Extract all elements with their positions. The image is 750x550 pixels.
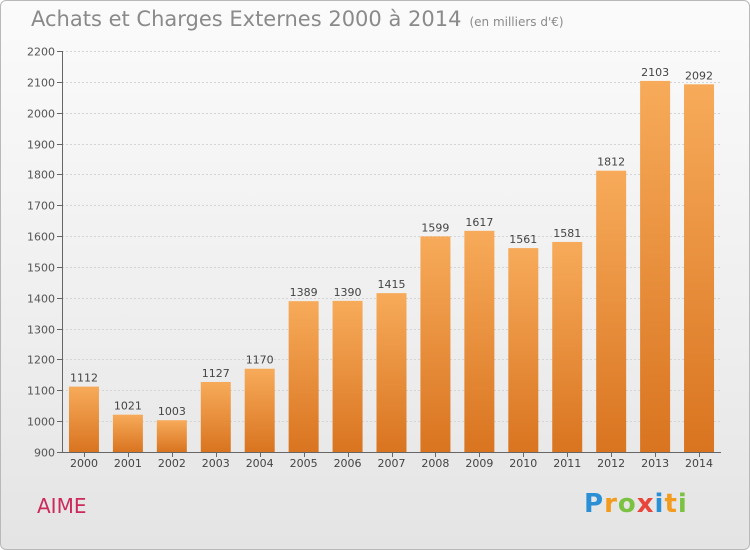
y-tick-label: 2100 (27, 77, 55, 90)
y-tick-label: 1400 (27, 293, 55, 306)
x-tick-label: 2007 (378, 457, 406, 470)
y-tick-label: 1100 (27, 385, 55, 398)
logo-letter: i (677, 489, 688, 519)
value-label: 1581 (553, 227, 581, 240)
y-tick-label: 1300 (27, 324, 55, 337)
bar-2012 (596, 170, 627, 452)
y-tick-label: 1500 (27, 262, 55, 275)
value-label: 1599 (421, 221, 449, 234)
value-label: 2092 (685, 69, 713, 82)
x-tick-label: 2002 (158, 457, 186, 470)
bar-2005 (288, 301, 319, 452)
bar-2002 (156, 420, 187, 452)
y-tick-label: 900 (34, 447, 55, 460)
chart-unit: (en milliers d'€) (469, 15, 564, 29)
bar-2007 (376, 293, 407, 452)
logo-letter: x (636, 489, 655, 519)
x-tick-label: 2003 (202, 457, 230, 470)
value-label: 1021 (114, 400, 142, 413)
bar-2004 (244, 368, 275, 452)
value-label: 1415 (378, 278, 406, 291)
value-label: 1390 (334, 286, 362, 299)
x-tick-label: 2008 (421, 457, 449, 470)
value-label: 1003 (158, 405, 186, 418)
proxiti-logo[interactable]: Proxiti (584, 489, 688, 519)
bar-2009 (464, 230, 495, 452)
chart-title-text: Achats et Charges Externes 2000 à 2014 (31, 7, 462, 31)
bar-2010 (508, 248, 539, 452)
x-tick-label: 2014 (685, 457, 713, 470)
x-tick-label: 2005 (290, 457, 318, 470)
value-label: 1112 (70, 372, 98, 385)
place-name: AIME (37, 494, 87, 518)
x-tick-label: 2009 (465, 457, 493, 470)
y-tick-label: 1900 (27, 139, 55, 152)
y-tick-label: 1000 (27, 416, 55, 429)
y-tick-label: 1600 (27, 231, 55, 244)
value-label: 1127 (202, 367, 230, 380)
bar-2013 (640, 80, 671, 452)
bar-2001 (112, 414, 143, 452)
value-label: 1812 (597, 156, 625, 169)
logo-letter: P (584, 489, 605, 519)
y-tick-label: 1200 (27, 354, 55, 367)
y-tick-label: 2000 (27, 108, 55, 121)
x-tick-label: 2004 (246, 457, 274, 470)
logo-letter: r (604, 489, 618, 519)
logo-letter: o (617, 489, 637, 519)
y-tick-label: 1800 (27, 169, 55, 182)
logo-letter: t (664, 489, 678, 519)
bar-2011 (552, 241, 583, 452)
y-tick-label: 1700 (27, 200, 55, 213)
value-label: 1561 (509, 233, 537, 246)
value-label: 1170 (246, 354, 274, 367)
bar-2014 (684, 84, 715, 452)
x-tick-label: 2013 (641, 457, 669, 470)
bar-2000 (68, 386, 99, 452)
value-label: 2103 (641, 66, 669, 79)
y-tick-label: 2200 (27, 46, 55, 59)
chart-title: Achats et Charges Externes 2000 à 2014 (e… (31, 7, 564, 31)
bar-2006 (332, 300, 363, 452)
x-tick-label: 2012 (597, 457, 625, 470)
x-tick-label: 2011 (553, 457, 581, 470)
value-label: 1389 (290, 286, 318, 299)
x-tick-label: 2001 (114, 457, 142, 470)
logo-letter: i (654, 489, 665, 519)
x-tick-label: 2000 (70, 457, 98, 470)
x-tick-label: 2010 (509, 457, 537, 470)
bar-2008 (420, 236, 451, 452)
x-tick-label: 2006 (334, 457, 362, 470)
value-label: 1617 (465, 216, 493, 229)
bar-2003 (200, 381, 231, 452)
